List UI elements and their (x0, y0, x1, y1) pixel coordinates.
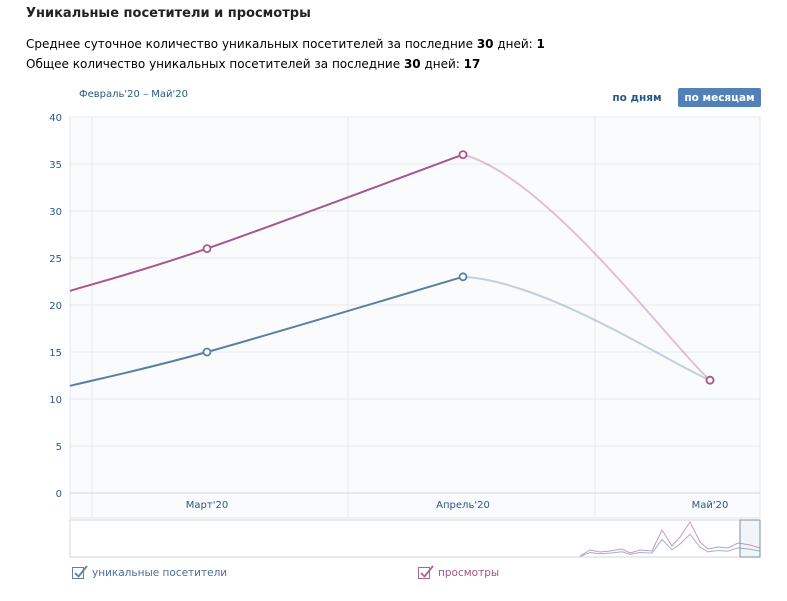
legend-item-unique-visitors[interactable]: уникальные посетители (72, 565, 228, 579)
y-tick-label: 35 (49, 160, 62, 171)
y-tick-label: 0 (56, 489, 62, 500)
navigator-views-line (579, 521, 761, 557)
y-tick-label: 40 (49, 113, 62, 124)
range-navigator[interactable] (69, 519, 761, 558)
avg-daily-visitors-stat: Среднее суточное количество уникальных п… (26, 37, 545, 51)
check-icon (74, 565, 88, 578)
y-tick-label: 10 (49, 395, 62, 406)
y-tick-label: 5 (56, 442, 62, 453)
stat1-value: 1 (536, 37, 545, 51)
x-axis: Март'20 Апрель'20 Май'20 (186, 500, 729, 511)
series-line-partial-0 (462, 275, 711, 382)
check-icon (420, 565, 434, 578)
chart-title: Уникальные посетители и просмотры (26, 6, 311, 21)
grid (69, 116, 761, 519)
y-tick-label: 25 (49, 254, 62, 265)
stat2-mid: дней: (420, 57, 464, 71)
legend-label-views: просмотры (438, 567, 500, 579)
data-points (202, 150, 715, 385)
data-point-0-1 (458, 272, 468, 282)
legend-label-unique-visitors: уникальные посетители (92, 567, 228, 579)
navigator-visitors-line (579, 533, 761, 557)
y-tick-label: 30 (49, 207, 62, 218)
x-tick-label: Май'20 (692, 500, 729, 511)
checkbox-views[interactable] (418, 565, 434, 579)
stat2-prefix: Общее количество уникальных посетителей … (26, 57, 404, 71)
total-visitors-stat: Общее количество уникальных посетителей … (26, 57, 480, 71)
data-point-1-2 (705, 375, 715, 385)
series-lines (69, 153, 711, 387)
stat2-days: 30 (403, 57, 421, 71)
stat1-days: 30 (476, 37, 494, 51)
y-tick-label: 15 (49, 348, 62, 359)
x-tick-label: Март'20 (186, 500, 228, 511)
by-days-button[interactable]: по дням (612, 91, 662, 104)
x-tick-label: Апрель'20 (436, 500, 490, 511)
data-point-1-0 (202, 244, 212, 254)
navigator-frame (69, 519, 761, 558)
series-line-1 (69, 153, 464, 292)
date-range-label[interactable]: Февраль'20 – Май'20 (79, 89, 188, 100)
navigator-selection-handle (739, 519, 761, 558)
y-axis: 0 5 10 15 20 25 30 35 40 (49, 113, 62, 500)
legend-item-views[interactable]: просмотры (418, 565, 500, 579)
plot-area (69, 116, 761, 519)
data-point-1-1 (458, 150, 468, 160)
series-line-partial-1 (462, 153, 711, 381)
by-months-button[interactable]: по месяцам (678, 88, 761, 107)
checkbox-unique-visitors[interactable] (72, 565, 88, 579)
y-tick-label: 20 (49, 301, 62, 312)
series-line-0 (69, 275, 464, 387)
data-point-0-0 (202, 347, 212, 357)
stat2-value: 17 (463, 57, 481, 71)
stat1-prefix: Среднее суточное количество уникальных п… (26, 37, 477, 51)
stat1-mid: дней: (493, 37, 537, 51)
